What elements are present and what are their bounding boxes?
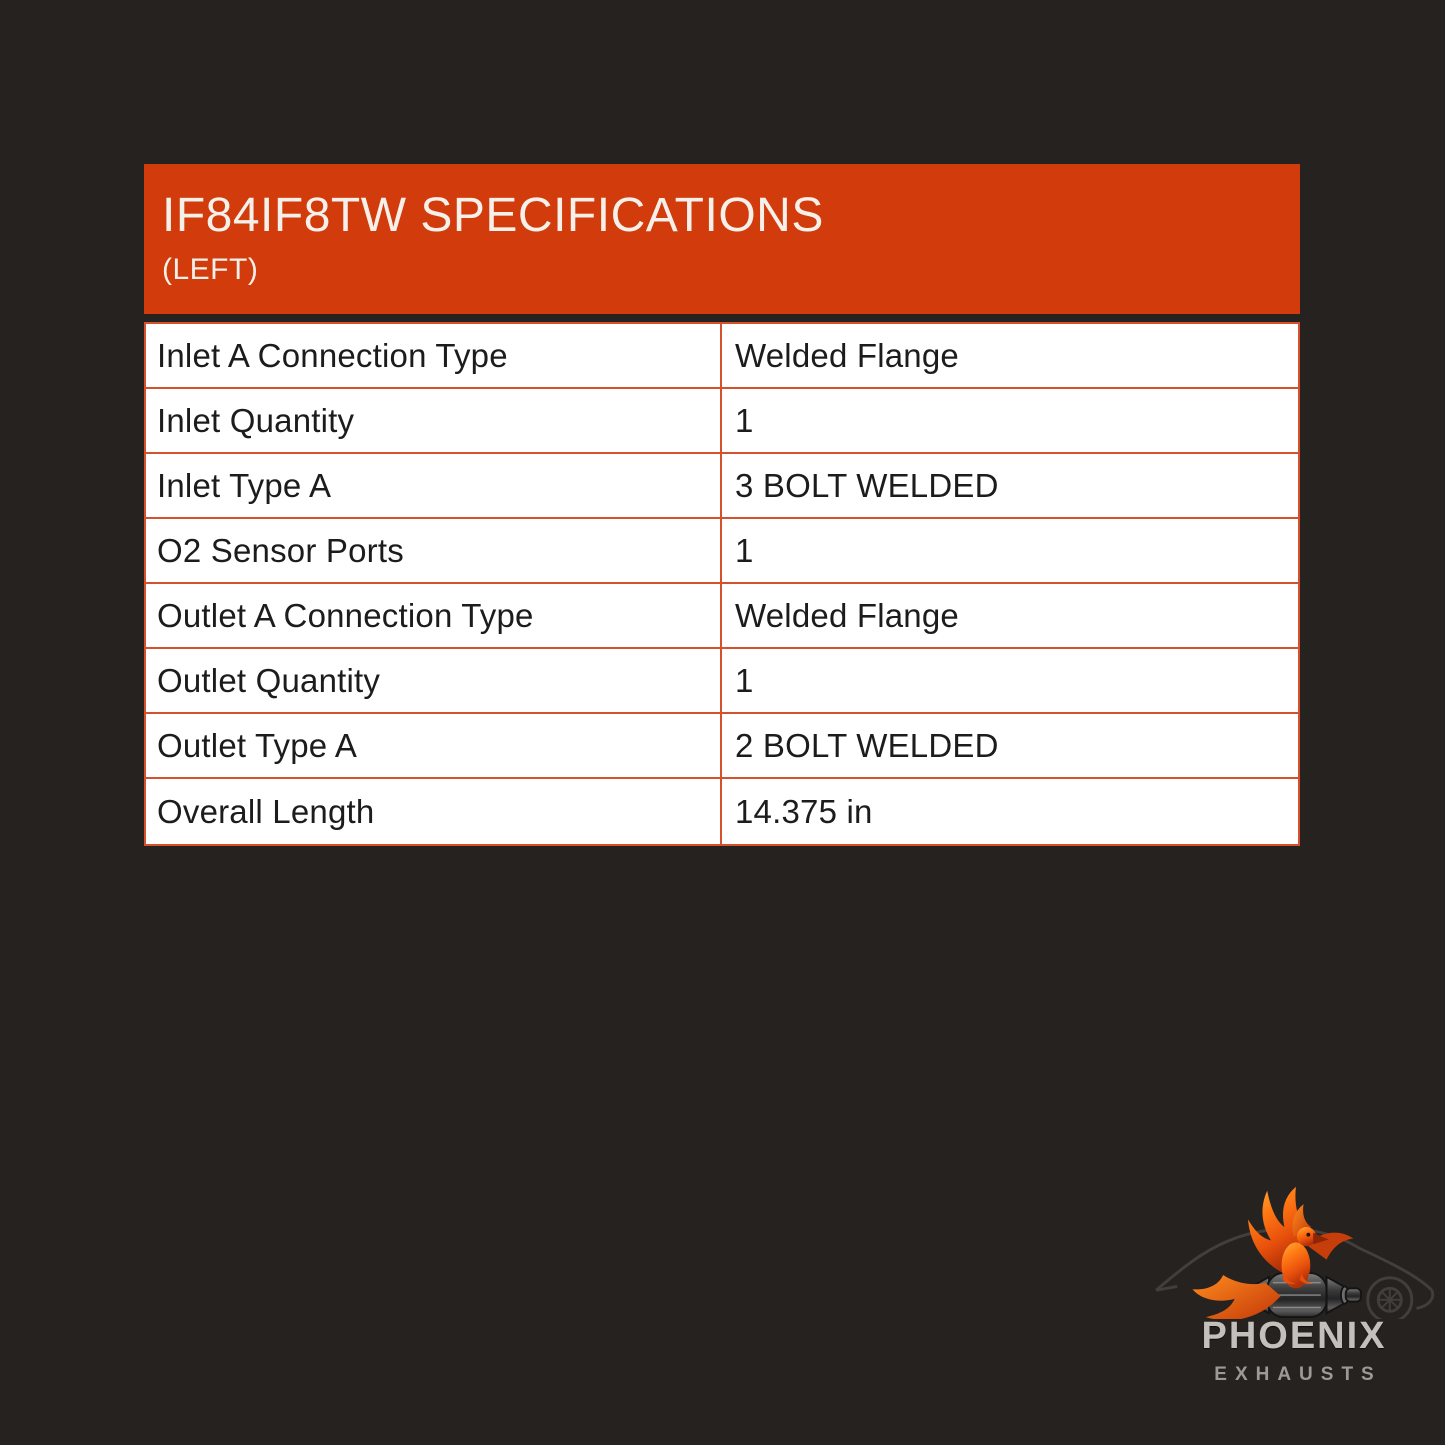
logo-brand-text: PHOENIX: [1201, 1315, 1387, 1357]
spec-value-cell: 14.375 in: [735, 792, 873, 830]
spec-label-cell: Outlet Quantity: [146, 649, 722, 712]
spec-table: Inlet A Connection Type Welded Flange In…: [144, 322, 1300, 846]
phoenix-tail: [1192, 1274, 1281, 1319]
spec-value-cell: Welded Flange: [735, 596, 959, 634]
spec-value-cell: 3 BOLT WELDED: [735, 466, 999, 504]
phoenix-exhausts-logo: PHOENIX EXHAUSTS: [1150, 1183, 1438, 1386]
phoenix-body: [1281, 1242, 1311, 1289]
table-row: Outlet Quantity 1: [146, 649, 1298, 714]
table-row: Outlet A Connection Type Welded Flange: [146, 584, 1298, 649]
table-row: Outlet Type A 2 BOLT WELDED: [146, 714, 1298, 779]
phoenix-foot: [1299, 1273, 1314, 1285]
spec-value-cell: 1: [735, 401, 754, 439]
phoenix-logo-graphic: [1155, 1186, 1435, 1319]
spec-value-cell: Welded Flange: [735, 336, 959, 374]
spec-label-cell: Inlet Quantity: [146, 389, 722, 452]
spec-label-cell: Outlet A Connection Type: [146, 584, 722, 647]
spec-value-cell: 1: [735, 661, 754, 699]
phoenix-beak: [1313, 1232, 1329, 1245]
spec-value-cell: 2 BOLT WELDED: [735, 726, 999, 764]
spec-value-cell: 1: [735, 531, 754, 569]
logo-tagline-text: EXHAUSTS: [1214, 1364, 1382, 1385]
spec-label-cell: Overall Length: [146, 779, 722, 844]
phoenix-head: [1296, 1227, 1317, 1247]
page-subtitle: (LEFT): [162, 252, 259, 286]
page-title: IF84IF8TW SPECIFICATIONS: [162, 189, 824, 242]
table-row: Inlet A Connection Type Welded Flange: [146, 324, 1298, 389]
phoenix-icon: [1192, 1186, 1354, 1319]
phoenix-foot: [1282, 1273, 1296, 1285]
spec-header: IF84IF8TW SPECIFICATIONS (LEFT): [144, 164, 1300, 314]
spec-label-cell: Inlet Type A: [146, 454, 722, 517]
table-row: O2 Sensor Ports 1: [146, 519, 1298, 584]
spec-label-cell: O2 Sensor Ports: [146, 519, 722, 582]
spec-label-cell: Inlet A Connection Type: [146, 324, 722, 387]
phoenix-eye: [1306, 1232, 1311, 1237]
spec-label-cell: Outlet Type A: [146, 714, 722, 777]
table-row: Inlet Type A 3 BOLT WELDED: [146, 454, 1298, 519]
table-row: Inlet Quantity 1: [146, 389, 1298, 454]
table-row: Overall Length 14.375 in: [146, 779, 1298, 844]
